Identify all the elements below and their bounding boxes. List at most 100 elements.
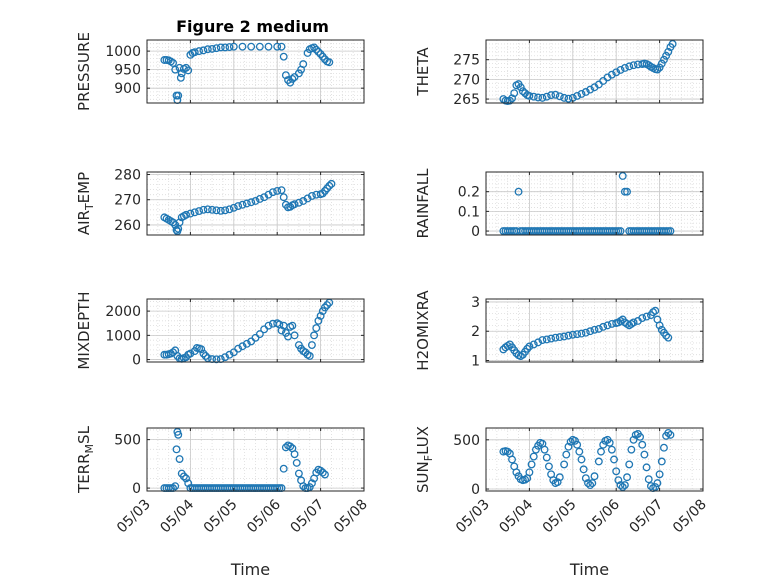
y-axis-label: SUNFLUX [414,426,435,493]
data-point [172,226,181,234]
data-point [594,457,603,466]
data-point [238,200,247,209]
axes-box [146,39,365,104]
data-point [508,455,516,464]
data-point [577,329,586,338]
y-axis-label-base: MIXDEPTH [75,291,93,369]
data-point [225,205,234,214]
data-point [562,450,571,459]
x-axis-label: Time [230,560,270,579]
data-point [547,334,556,343]
data-point [668,39,677,48]
data-point [516,83,525,92]
data-point [581,328,590,337]
data-point [199,46,208,55]
data-point [325,58,334,67]
y-tick-label: 0 [471,482,480,498]
data-point [260,193,269,202]
data-point [555,92,564,101]
x-axis-label: Time [569,560,609,579]
panel-h2omixra: 1 2 3 H2OMIXRA [414,290,704,371]
data-point [610,455,618,464]
data-point [544,462,553,471]
y-axis-label: RAINFALL [414,168,432,239]
data-point [560,93,569,102]
data-point [294,469,303,478]
y-tick-label: 265 [453,92,480,108]
data-point [221,206,230,215]
axes-box [146,171,365,236]
data-point [176,73,185,82]
data-point [305,483,314,492]
data-point [523,344,532,353]
data-point [221,353,230,362]
data-point [316,312,325,320]
data-point [586,85,595,94]
data-point [542,92,551,101]
data-point [555,473,564,482]
panel-terr_msl: 0 500 TERRMSL 05/03 05/04 05/05 05/06 05/07 05/0… [75,425,371,579]
data-point [247,198,256,207]
axis-ticks [146,172,365,235]
data-point [305,351,314,360]
data-point [184,66,193,75]
data-point [636,432,645,441]
plot-area [147,40,364,103]
data-point [629,435,638,444]
x-tick-label: 05/03 [453,497,493,537]
data-point [288,74,297,83]
data-point [229,203,238,212]
y-tick-label: 3 [471,295,480,311]
y-axis-label-base: SUN [414,461,432,493]
data-point [264,42,273,51]
axis-ticks [485,428,704,491]
data-point [664,428,673,437]
data-point [277,42,286,51]
axes-box [485,298,704,363]
data-point [203,205,212,214]
x-tick-label: 05/04 [496,496,536,536]
data-point [323,301,332,310]
data-point [666,227,675,236]
data-point [560,332,569,341]
data-point [195,47,204,56]
axes-box [485,427,704,492]
data-point [651,483,660,492]
data-point [212,44,221,53]
x-tick-label: 05/06 [583,496,623,536]
data-point [564,94,573,103]
data-point [581,88,590,96]
data-point [564,331,573,340]
data-point [547,91,556,100]
data-point [534,338,543,347]
data-point [638,440,647,449]
data-point [629,318,638,327]
data-point [618,483,627,492]
data-point [169,59,177,67]
data-point [174,430,183,439]
data-point [553,478,562,487]
data-point [529,340,538,349]
data-point [255,42,264,51]
data-point [175,218,184,227]
data-point [551,333,560,342]
data-point [616,227,625,236]
y-axis-label-tail: LUX [414,426,432,455]
data-point [195,207,204,216]
data-point [646,482,655,491]
data-point [505,96,514,105]
data-point [264,321,273,330]
data-point [662,51,671,60]
data-point [238,42,247,51]
data-point [175,455,184,463]
data-point [197,345,206,354]
data-point [203,354,212,363]
data-point [290,331,299,340]
data-point [525,91,534,100]
y-axis-label-base: PRESSURE [75,32,93,111]
data-point [312,45,321,54]
data-point [597,447,605,456]
data-point [234,202,243,210]
figure-title: Figure 2 medium [176,17,329,36]
